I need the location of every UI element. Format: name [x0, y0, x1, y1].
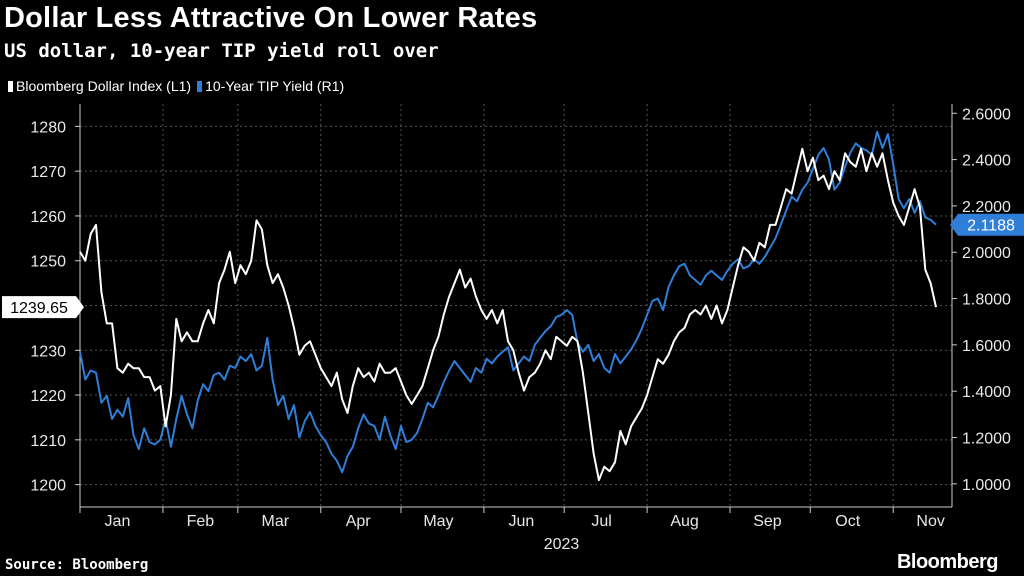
x-tick-label: Aug — [670, 513, 698, 530]
y-right-tick-label: 1.4000 — [962, 384, 1011, 401]
x-tick-label: Oct — [835, 513, 860, 530]
legend-swatch-tip — [197, 80, 203, 92]
y-left-tick-label: 1200 — [30, 478, 66, 495]
y-right-tick-label: 1.8000 — [962, 292, 1011, 309]
chart-subtitle: US dollar, 10-year TIP yield roll over — [4, 40, 439, 62]
legend-label-tip: 10-Year TIP Yield (R1) — [205, 78, 345, 94]
source-note: Source: Bloomberg — [5, 557, 149, 573]
x-year-label: 2023 — [544, 536, 580, 553]
legend: Bloomberg Dollar Index (L1) 10-Year TIP … — [8, 78, 344, 94]
y-right-tick-label: 2.0000 — [962, 245, 1011, 262]
y-right-tick-label: 1.6000 — [962, 338, 1011, 355]
dollar-last-value: 1239.65 — [2, 296, 84, 319]
y-left-tick-label: 1260 — [30, 209, 66, 226]
x-tick-label: Sep — [753, 513, 782, 530]
y-left-tick-label: 1280 — [30, 119, 66, 136]
tip-last-value-text: 2.1188 — [967, 218, 1015, 235]
y-right-tick-label: 2.6000 — [962, 106, 1011, 123]
legend-item-dollar: Bloomberg Dollar Index (L1) — [8, 78, 191, 94]
x-tick-label: Jan — [105, 513, 131, 530]
legend-swatch-dollar — [8, 80, 13, 92]
y-left-tick-label: 1250 — [30, 254, 66, 271]
y-right-tick-label: 2.2000 — [962, 199, 1011, 216]
chart-title: Dollar Less Attractive On Lower Rates — [4, 2, 538, 34]
tip-last-value: 2.1188 — [950, 213, 1024, 236]
tip-yield-line — [79, 130, 937, 474]
bloomberg-logo: Bloomberg — [896, 551, 999, 573]
dollar-last-value-box — [2, 296, 84, 319]
y-right-tick-label: 2.4000 — [962, 153, 1011, 170]
x-tick-label: Apr — [346, 513, 372, 530]
y-left-tick-label: 1230 — [30, 343, 66, 360]
tip-last-value-box — [950, 213, 1024, 236]
dollar-last-value-text: 1239.65 — [10, 300, 68, 317]
y-right-tick-label: 1.2000 — [962, 431, 1011, 448]
x-tick-label: Jun — [508, 513, 534, 530]
x-tick-label: Nov — [916, 513, 944, 530]
x-tick-label: Feb — [187, 513, 215, 530]
x-tick-label: May — [423, 513, 453, 530]
x-tick-label: Mar — [261, 513, 289, 530]
y-left-tick-label: 1220 — [30, 388, 66, 405]
legend-item-tip: 10-Year TIP Yield (R1) — [197, 78, 344, 94]
y-right-tick-label: 1.0000 — [962, 477, 1011, 494]
x-tick-label: Jul — [591, 513, 611, 530]
y-left-tick-label: 1210 — [30, 433, 66, 450]
y-left-tick-label: 1270 — [30, 164, 66, 181]
dollar-index-line — [79, 147, 937, 482]
legend-label-dollar: Bloomberg Dollar Index (L1) — [16, 78, 192, 94]
